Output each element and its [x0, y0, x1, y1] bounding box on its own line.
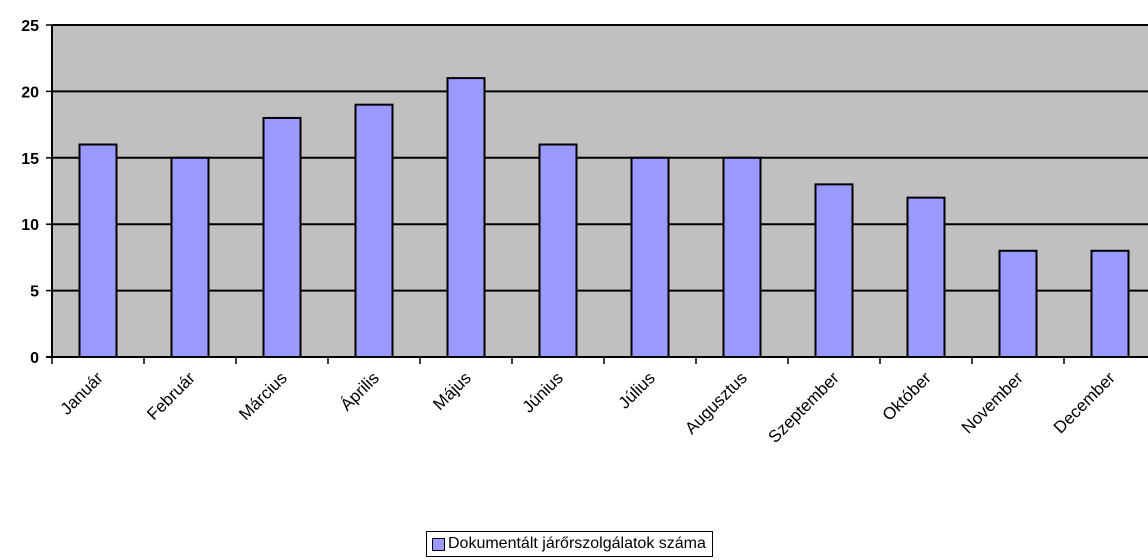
- plot-background: [52, 25, 1148, 357]
- axes: [46, 24, 1148, 364]
- bar-március: [262, 116, 302, 358]
- x-tick-label: Május: [429, 368, 475, 414]
- x-tick-label: Április: [337, 368, 383, 414]
- bar-április: [354, 103, 394, 359]
- y-tick-label: 25: [21, 18, 39, 35]
- x-tick-label: Szeptember: [765, 368, 843, 446]
- y-tick-label: 15: [21, 151, 39, 168]
- x-tick-label: Március: [235, 368, 291, 424]
- legend-swatch: [432, 537, 445, 551]
- y-tick-label: 20: [21, 84, 39, 101]
- bars: [78, 77, 1130, 359]
- x-tick-label: Február: [143, 368, 199, 424]
- x-tick-label: Június: [519, 368, 567, 416]
- y-tick-label: 0: [30, 350, 39, 367]
- bar-szeptember: [814, 183, 854, 358]
- plot-area: [52, 25, 1148, 357]
- x-axis-ticks: Január Február Március Április Május Június Jú…: [57, 368, 1119, 446]
- y-axis-ticks: 0 5 10 15 20 25: [21, 18, 39, 367]
- legend-label: Dokumentált járőrszolgálatok száma: [448, 535, 706, 552]
- bar-február: [170, 156, 210, 358]
- bar-június: [538, 143, 578, 358]
- x-tick-label: December: [1050, 368, 1119, 437]
- x-tick-label: Október: [879, 368, 935, 424]
- x-tick-label: November: [958, 368, 1027, 437]
- legend: Dokumentált járőrszolgálatok száma: [426, 531, 713, 557]
- bar-chart: 0 5 10 15 20 25 Január Február Március Április Má…: [21, 18, 1148, 447]
- bar-november: [998, 249, 1038, 358]
- bar-december: [1090, 249, 1130, 358]
- bar-október: [906, 196, 946, 358]
- x-tick-label: Január: [57, 368, 107, 418]
- bar-május: [446, 77, 486, 359]
- bar-július: [630, 156, 670, 358]
- bar-január: [78, 143, 118, 358]
- x-tick-label: Augusztus: [681, 368, 751, 438]
- y-tick-label: 5: [30, 284, 39, 301]
- x-tick-label: Július: [615, 368, 659, 412]
- gridlines: [52, 24, 1148, 292]
- y-tick-label: 10: [21, 217, 39, 234]
- bar-augusztus: [722, 156, 762, 358]
